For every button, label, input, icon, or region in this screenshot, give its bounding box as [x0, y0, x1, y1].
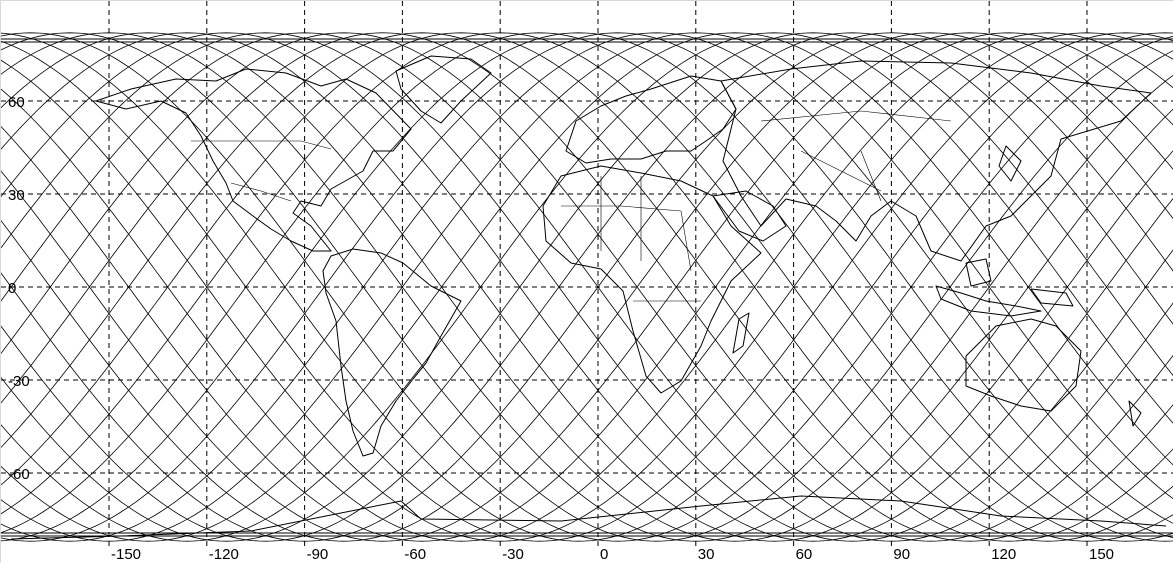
- satellite-ground-tracks: [1, 32, 1173, 542]
- longitude-label: 90: [893, 546, 910, 563]
- longitude-label: -150: [111, 546, 141, 563]
- borders-africa: [561, 176, 701, 302]
- borders-asia: [760, 110, 952, 202]
- coastline-arabia: [712, 190, 787, 242]
- latitude-label: 0: [8, 280, 16, 297]
- ground-track: [1, 32, 1173, 542]
- longitude-label: 150: [1089, 546, 1114, 563]
- longitude-labels: -150 -120 -90 -60 -30 0 30 60 90 120 150: [111, 546, 1114, 563]
- latitude-label: -60: [8, 466, 30, 483]
- ground-track: [1, 32, 1173, 542]
- coastline-greenland: [395, 55, 492, 124]
- longitude-label: -60: [404, 546, 426, 563]
- latitude-label: 30: [8, 187, 25, 204]
- coastline-borneo: [965, 258, 992, 287]
- latitude-labels: 60 30 0 -30 -60: [8, 94, 30, 483]
- coastline-north-america: [95, 68, 412, 252]
- coastline-australia: [965, 318, 1082, 412]
- latitude-label: -30: [8, 373, 30, 390]
- ground-track: [1, 32, 1173, 542]
- latitude-label: 60: [8, 94, 25, 111]
- coastline-new-guinea: [1030, 288, 1074, 307]
- longitude-label: -90: [307, 546, 329, 563]
- longitude-label: -30: [502, 546, 524, 563]
- longitude-label: -120: [209, 546, 239, 563]
- longitude-label: 120: [991, 546, 1016, 563]
- ground-track: [1, 32, 1173, 542]
- coastline-indonesia: [935, 285, 1042, 317]
- ground-track: [1, 32, 1173, 542]
- coastline-south-america: [322, 248, 462, 457]
- coastline-europe: [565, 75, 737, 164]
- longitude-label: 0: [600, 546, 608, 563]
- coastline-new-zealand: [1128, 400, 1142, 427]
- coastline-asia: [720, 60, 1152, 262]
- border-usa-mexico: [230, 182, 292, 202]
- polar-track-bands: [1, 38, 1173, 537]
- graticule: [1, 1, 1173, 546]
- coastline-madagascar: [732, 312, 750, 354]
- coastline-japan: [998, 145, 1022, 182]
- border-usa-canada: [191, 140, 332, 150]
- longitude-label: 60: [796, 546, 813, 563]
- longitude-label: 30: [698, 546, 715, 563]
